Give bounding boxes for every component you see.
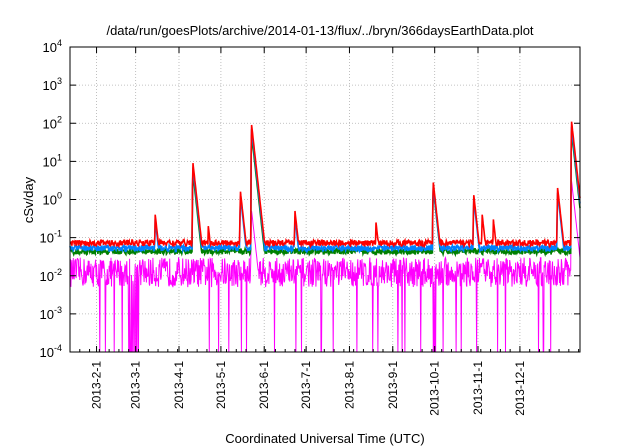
y-tick-label: 104 [43, 38, 62, 55]
x-tick-label: 2013-2-1 [90, 361, 104, 409]
x-tick-label: 2013-8-1 [342, 361, 356, 409]
x-tick-label: 2013-3-1 [129, 361, 143, 409]
y-tick-label: 102 [43, 114, 62, 131]
chart-title: /data/run/goesPlots/archive/2014-01-13/f… [106, 23, 533, 38]
x-axis-label: Coordinated Universal Time (UTC) [225, 431, 424, 446]
axis-ticks: 10-4 10-3 10-2 10-1 100 101 102 103 104 2013-2-1 2… [40, 38, 580, 416]
y-tick-label: 10-2 [40, 267, 62, 284]
x-tick-label: 2013-12-1 [513, 361, 527, 416]
y-tick-label: 10-3 [40, 305, 62, 322]
series-line-3 [69, 181, 581, 353]
x-tick-label: 2013-4-1 [172, 361, 186, 409]
y-tick-label: 101 [43, 152, 62, 169]
gridlines [70, 47, 580, 352]
y-tick-label: 103 [43, 76, 62, 93]
x-tick-label: 2013-11-1 [471, 361, 485, 415]
x-tick-label: 2013-10-1 [428, 361, 442, 416]
y-tick-label: 10-1 [40, 229, 62, 246]
data-series [69, 121, 581, 353]
x-tick-label: 2013-7-1 [299, 361, 313, 409]
y-tick-label: 10-4 [40, 343, 62, 360]
series-line-2 [69, 126, 581, 255]
x-tick-label: 2013-6-1 [257, 361, 271, 409]
y-axis-label: cSv/day [21, 176, 36, 223]
x-tick-label: 2013-9-1 [386, 361, 400, 409]
y-tick-label: 100 [43, 191, 62, 208]
series-line-1 [69, 131, 581, 258]
series-line-0 [69, 121, 581, 249]
x-tick-label: 2013-5-1 [214, 361, 228, 409]
